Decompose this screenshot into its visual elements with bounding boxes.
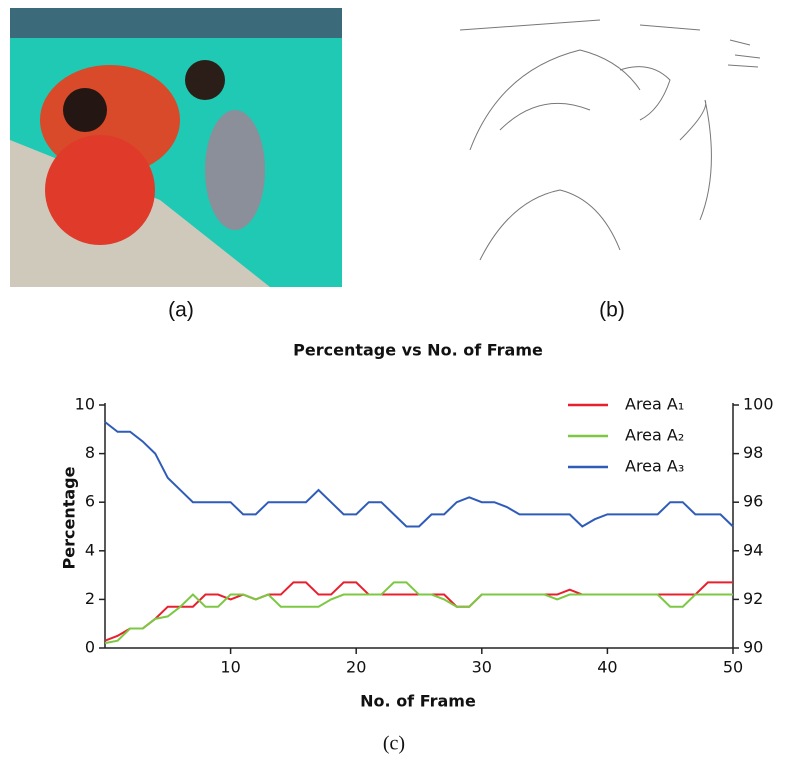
x-tick-label: 50 bbox=[723, 658, 743, 677]
y2-tick-label: 92 bbox=[743, 589, 763, 608]
x-axis-label: No. of Frame bbox=[360, 692, 476, 711]
y2-tick-label: 90 bbox=[743, 638, 763, 657]
y2-tick-label: 96 bbox=[743, 492, 763, 511]
series-line bbox=[105, 582, 733, 643]
x-tick-label: 40 bbox=[597, 658, 617, 677]
y-tick-label: 6 bbox=[85, 492, 95, 511]
figure: (a) (b) Percentage vs No. of Frame No. o… bbox=[0, 0, 788, 759]
caption: (c) bbox=[383, 733, 405, 755]
panel-label: (a) bbox=[168, 299, 194, 322]
y-tick-label: 10 bbox=[75, 395, 95, 414]
chart-title: Percentage vs No. of Frame bbox=[293, 341, 543, 360]
x-tick-label: 10 bbox=[220, 658, 240, 677]
y-tick-label: 2 bbox=[85, 589, 95, 608]
y-tick-label: 8 bbox=[85, 443, 95, 462]
legend-label: Area A₂ bbox=[625, 426, 684, 445]
y-axis-label: Percentage bbox=[60, 466, 79, 569]
y2-tick-label: 98 bbox=[743, 443, 763, 462]
y2-tick-label: 94 bbox=[743, 540, 763, 559]
legend-label: Area A₁ bbox=[625, 395, 684, 414]
legend-label: Area A₃ bbox=[625, 457, 684, 476]
y2-tick-label: 100 bbox=[743, 395, 774, 414]
photo bbox=[10, 8, 342, 287]
panel-label: (b) bbox=[599, 299, 625, 322]
series-line bbox=[105, 582, 733, 640]
y-tick-label: 4 bbox=[85, 540, 95, 559]
x-tick-label: 20 bbox=[346, 658, 366, 677]
x-tick-label: 30 bbox=[472, 658, 492, 677]
edge-image bbox=[445, 8, 778, 287]
y-tick-label: 0 bbox=[85, 638, 95, 657]
